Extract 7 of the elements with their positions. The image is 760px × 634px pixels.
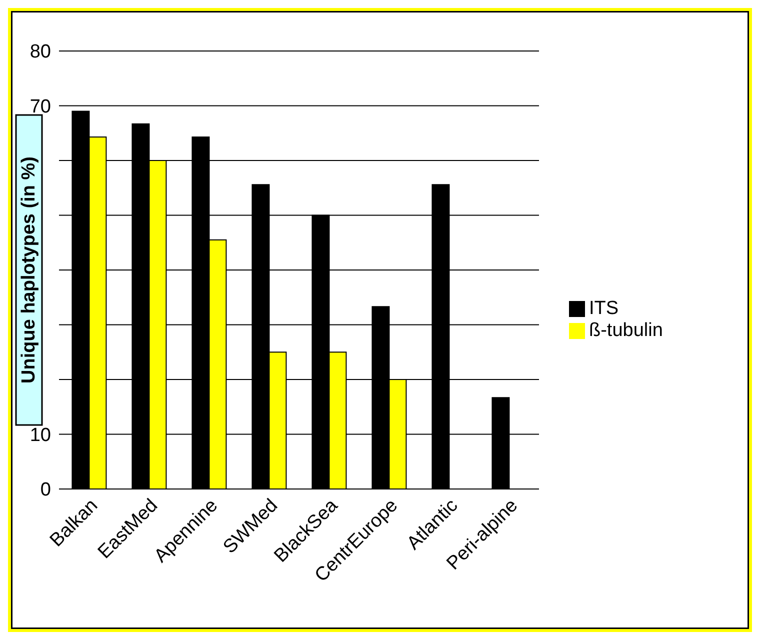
y-axis-title: Unique haplotypes (in %)	[18, 156, 40, 384]
legend-label: ITS	[589, 298, 619, 319]
y-tick-label: 80	[30, 42, 51, 63]
y-tick-label: 0	[40, 480, 51, 501]
y-tick-label: 70	[30, 96, 51, 118]
y-tick-label: 10	[30, 424, 51, 446]
legend-label: ß-tubulin	[589, 320, 663, 341]
